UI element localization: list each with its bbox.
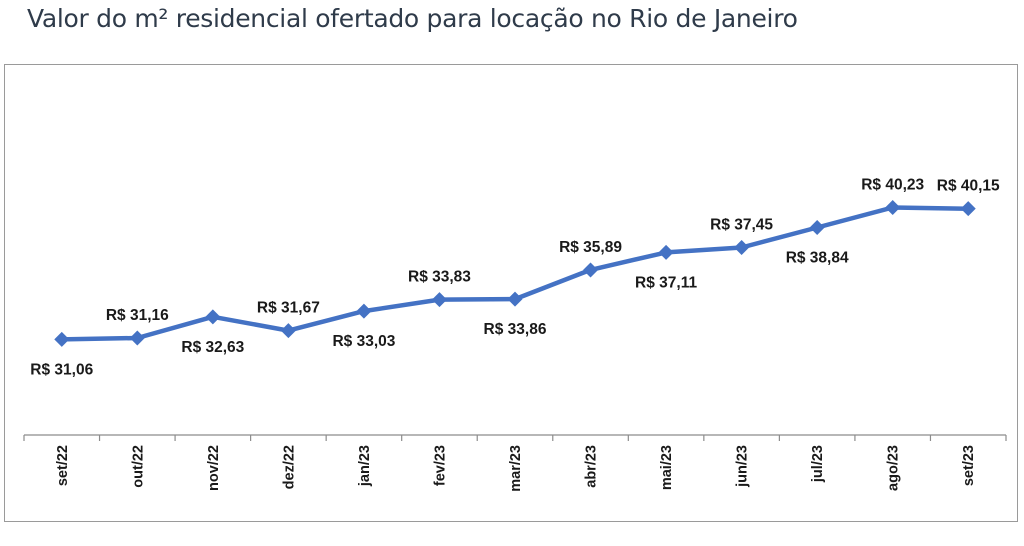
data-point-marker (431, 292, 447, 308)
data-point-marker (885, 200, 901, 216)
x-tick-label: abr/23 (584, 445, 600, 488)
data-label: R$ 35,89 (559, 239, 622, 256)
data-point-marker (129, 330, 145, 346)
x-tick-label: fev/23 (432, 445, 448, 486)
x-tick-label: out/22 (130, 445, 146, 488)
data-label: R$ 40,15 (937, 178, 1000, 195)
data-labels: R$ 31,06 R$ 31,16 R$ 32,63 R$ 31,67 R$ 33,03… (30, 177, 1000, 379)
chart-frame: set/22 out/22 nov/22 dez/22 jan/23 fev/23 mar/… (4, 64, 1018, 522)
data-label: R$ 33,03 (332, 333, 395, 350)
data-point-marker (54, 331, 70, 347)
data-label: R$ 31,06 (30, 361, 93, 378)
x-tick-label: mai/23 (659, 445, 675, 490)
x-tick-label: jun/23 (735, 445, 751, 488)
x-tick-label: mar/23 (508, 445, 524, 492)
x-tick-label: nov/22 (206, 445, 222, 491)
data-label: R$ 33,86 (484, 321, 547, 338)
x-tick-label: set/22 (55, 445, 71, 486)
data-label: R$ 31,16 (106, 307, 169, 324)
data-label: R$ 32,63 (181, 339, 244, 356)
x-tick-label: dez/22 (281, 445, 297, 489)
data-point-marker (734, 240, 750, 256)
x-axis-tick-labels: set/22 out/22 nov/22 dez/22 jan/23 fev/23 mar/… (55, 445, 977, 492)
page-title: Valor do m² residencial ofertado para lo… (27, 4, 798, 33)
data-point-marker (658, 244, 674, 260)
x-tick-label: jul/23 (810, 445, 826, 483)
data-label: R$ 40,23 (861, 177, 924, 194)
data-point-marker (809, 220, 825, 236)
data-label: R$ 38,84 (786, 250, 849, 267)
series-line (59, 205, 971, 342)
data-point-marker (356, 303, 372, 319)
data-point-marker (960, 201, 976, 217)
data-label: R$ 31,67 (257, 300, 320, 317)
data-label: R$ 37,11 (635, 274, 697, 291)
data-label: R$ 37,45 (710, 217, 773, 234)
x-axis-ticks (23, 435, 1007, 441)
series-markers (54, 200, 976, 347)
x-tick-label: set/23 (961, 445, 977, 486)
data-label: R$ 33,83 (408, 269, 471, 286)
line-chart: set/22 out/22 nov/22 dez/22 jan/23 fev/23 mar/… (23, 177, 1007, 492)
x-tick-label: jan/23 (357, 445, 373, 487)
data-point-marker (507, 291, 523, 307)
data-point-marker (583, 262, 599, 278)
data-point-marker (205, 309, 221, 325)
data-point-marker (280, 323, 296, 339)
x-tick-label: ago/23 (886, 445, 902, 491)
